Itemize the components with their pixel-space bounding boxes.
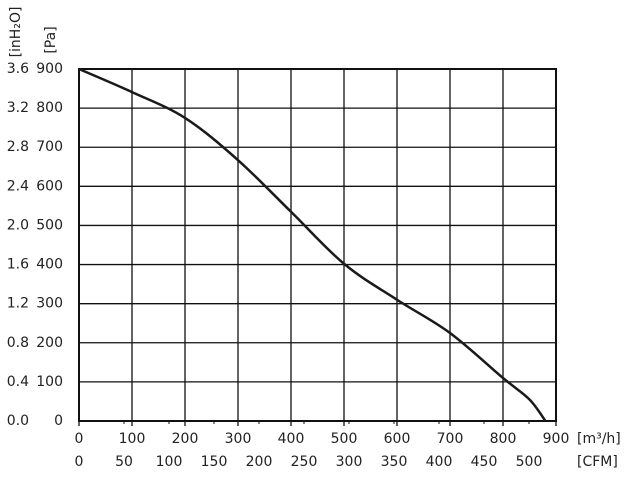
x2-tick-label: 150 xyxy=(201,454,228,470)
y-tick-label: 0 xyxy=(54,413,63,429)
y-tick-label: 100 xyxy=(36,374,63,390)
y2-tick-label: 0.8 xyxy=(7,335,29,351)
plot-border xyxy=(78,68,557,422)
x-tick-label: 400 xyxy=(278,431,305,447)
y2-tick-label: 1.6 xyxy=(7,257,29,273)
x-axis-label: [m³/h] xyxy=(577,431,621,447)
x-tick-label: 500 xyxy=(331,431,358,447)
x2-tick-label: 200 xyxy=(246,454,273,470)
x-tick-label: 800 xyxy=(490,431,517,447)
curve xyxy=(78,67,547,422)
x2-tick-label: 350 xyxy=(381,454,408,470)
x2-axis-label: [CFM] xyxy=(577,454,618,470)
y2-tick-label: 0.0 xyxy=(7,413,29,429)
y2-axis-label: [inH₂O] xyxy=(8,7,24,58)
x2-tick-label: 100 xyxy=(156,454,183,470)
x-tick-label: 700 xyxy=(437,431,464,447)
x-tick-label: 900 xyxy=(543,431,570,447)
y2-tick-label: 2.8 xyxy=(7,139,29,155)
y2-tick-label: 2.4 xyxy=(7,178,29,194)
x-tick-label: 300 xyxy=(225,431,252,447)
y2-tick-label: 3.6 xyxy=(7,61,29,77)
x2-tick-label: 500 xyxy=(516,454,543,470)
x-tick-label: 600 xyxy=(384,431,411,447)
x2-tick-label: 450 xyxy=(471,454,498,470)
y-tick-label: 500 xyxy=(36,217,63,233)
y-tick-label: 600 xyxy=(36,178,63,194)
x2-tick-label: 250 xyxy=(291,454,318,470)
y2-tick-label: 2.0 xyxy=(7,217,29,233)
x-tick-label: 200 xyxy=(172,431,199,447)
y-axis-label: [Pa] xyxy=(43,26,59,53)
x-tick-label: 0 xyxy=(75,431,84,447)
y-tick-label: 900 xyxy=(36,61,63,77)
y2-tick-label: 1.2 xyxy=(7,296,29,312)
y2-tick-label: 3.2 xyxy=(7,100,29,116)
y-tick-label: 800 xyxy=(36,100,63,116)
y-tick-label: 400 xyxy=(36,257,63,273)
y-tick-label: 200 xyxy=(36,335,63,351)
y-tick-label: 300 xyxy=(36,296,63,312)
x2-tick-label: 300 xyxy=(336,454,363,470)
x2-tick-label: 50 xyxy=(115,454,133,470)
x2-tick-label: 400 xyxy=(426,454,453,470)
x2-tick-label: 0 xyxy=(75,454,84,470)
x-tick-label: 100 xyxy=(119,431,146,447)
y2-tick-label: 0.4 xyxy=(7,374,29,390)
y-tick-label: 700 xyxy=(36,139,63,155)
